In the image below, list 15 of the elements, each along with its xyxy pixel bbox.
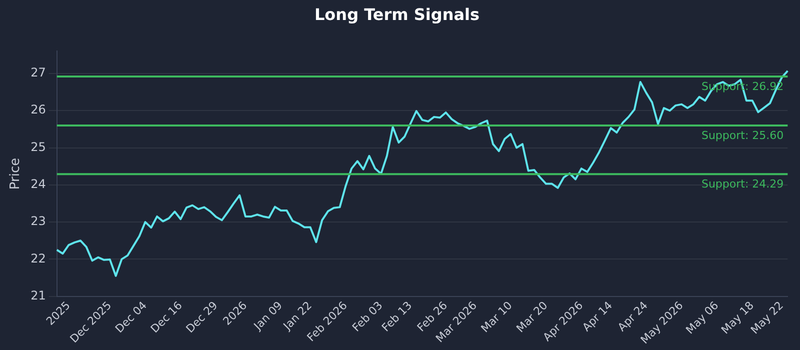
y-axis-title: Price [8,158,24,190]
y-tick-label: 22 [30,251,46,266]
x-tick-label: Dec 29 [184,298,220,336]
y-tick-label: 21 [30,288,46,302]
ref-line-label: Support: 25.60 [701,128,784,142]
ref-line-label: Support: 24.29 [701,177,784,190]
y-tick-label: 24 [30,177,46,192]
chart-title: Long Term Signals [314,4,480,24]
x-tick-label: Dec 04 [112,298,150,336]
y-tick-label: 25 [30,140,46,154]
y-tick-label: 23 [30,214,46,228]
x-tick-label: Mar 10 [478,298,515,336]
x-tick-label: Dec 16 [148,298,185,336]
y-tick-label: 26 [30,102,46,117]
y-tick-label: 27 [30,66,46,80]
